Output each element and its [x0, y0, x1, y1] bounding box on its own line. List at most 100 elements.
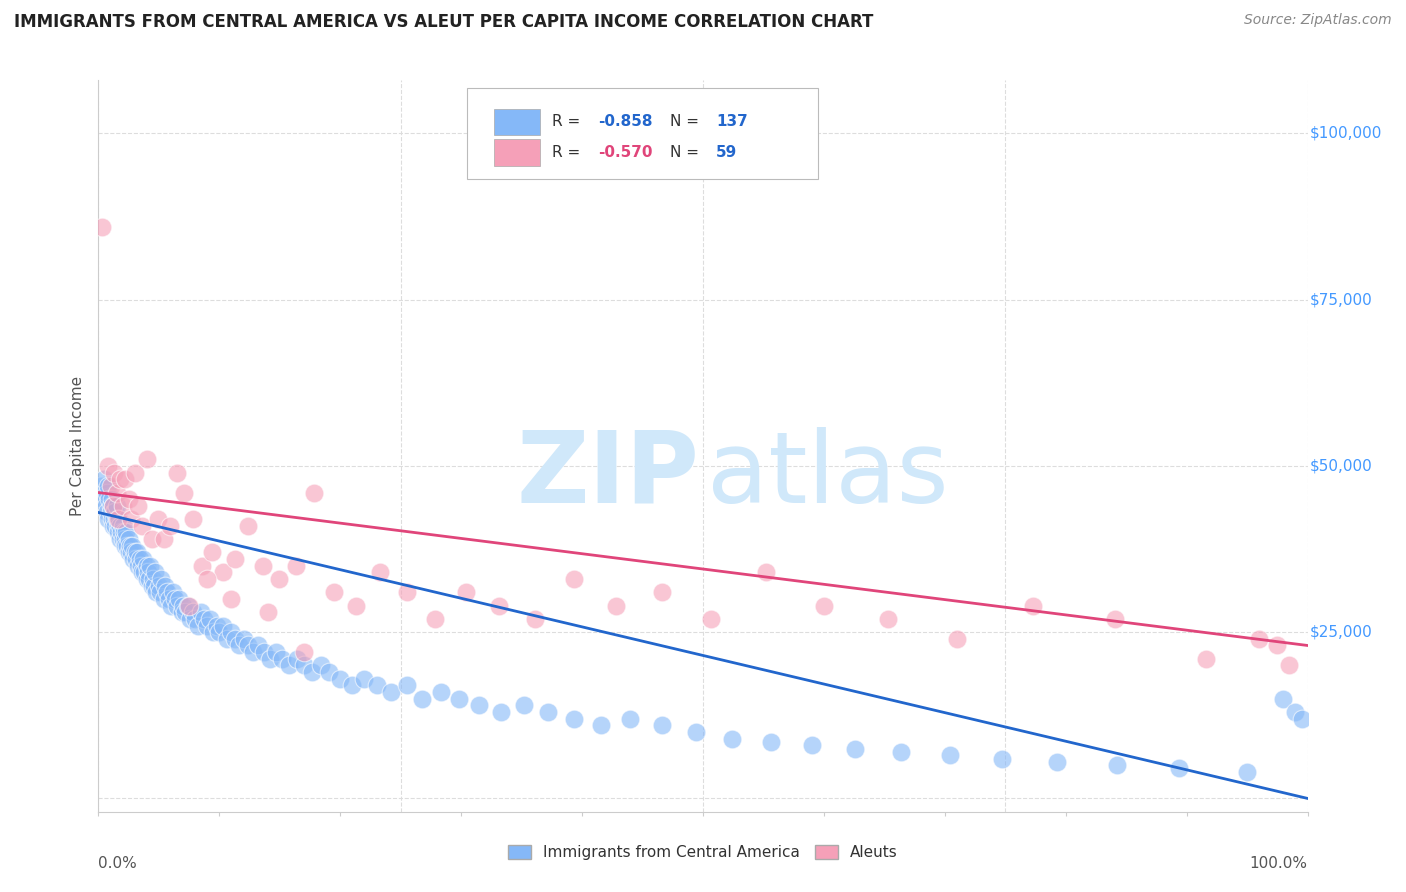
Point: [221, 591, 243, 606]
Point: [179, 612, 201, 626]
Point: [169, 591, 191, 606]
Point: [329, 672, 352, 686]
Point: [938, 748, 960, 763]
Point: [163, 591, 186, 606]
Point: [115, 525, 138, 540]
Point: [128, 552, 150, 566]
Point: [285, 652, 308, 666]
Point: [101, 518, 124, 533]
Text: $25,000: $25,000: [1310, 624, 1372, 640]
Point: [990, 751, 1012, 765]
Point: [271, 652, 294, 666]
Point: [132, 552, 155, 566]
Point: [105, 485, 128, 500]
Point: [100, 506, 122, 520]
Point: [253, 645, 276, 659]
Legend: Immigrants from Central America, Aleuts: Immigrants from Central America, Aleuts: [502, 838, 904, 866]
Point: [124, 545, 146, 559]
FancyBboxPatch shape: [494, 139, 540, 166]
Point: [118, 532, 141, 546]
Point: [238, 518, 260, 533]
Point: [368, 566, 391, 580]
Point: [172, 599, 194, 613]
Point: [191, 558, 214, 573]
Point: [198, 612, 221, 626]
Point: [124, 466, 146, 480]
Point: [215, 632, 238, 646]
Point: [108, 518, 131, 533]
Point: [700, 612, 723, 626]
Point: [125, 552, 148, 566]
Point: [166, 466, 188, 480]
Point: [468, 698, 491, 713]
Point: [100, 499, 122, 513]
Point: [224, 632, 246, 646]
Point: [562, 712, 585, 726]
Point: [513, 698, 536, 713]
Point: [591, 718, 613, 732]
Point: [100, 512, 122, 526]
Point: [94, 499, 117, 513]
Point: [148, 579, 170, 593]
Point: [91, 492, 114, 507]
Point: [110, 525, 132, 540]
Point: [111, 518, 134, 533]
Point: [150, 572, 173, 586]
Point: [120, 512, 142, 526]
Point: [537, 705, 560, 719]
Text: N =: N =: [671, 145, 704, 160]
Point: [114, 539, 136, 553]
Point: [166, 599, 188, 613]
Point: [259, 652, 281, 666]
Text: -0.570: -0.570: [598, 145, 652, 160]
Point: [423, 612, 446, 626]
Point: [247, 639, 270, 653]
Point: [721, 731, 744, 746]
Point: [232, 632, 254, 646]
Point: [145, 585, 167, 599]
Point: [278, 658, 301, 673]
Point: [136, 566, 159, 580]
Point: [141, 579, 163, 593]
Point: [118, 539, 141, 553]
Point: [103, 512, 125, 526]
Point: [1236, 764, 1258, 779]
Point: [90, 479, 112, 493]
Point: [195, 618, 218, 632]
Point: [181, 512, 204, 526]
Point: [242, 645, 264, 659]
Point: [184, 612, 207, 626]
Text: ZIP: ZIP: [516, 426, 699, 524]
Point: [97, 512, 120, 526]
Point: [103, 466, 125, 480]
Point: [759, 735, 782, 749]
Point: [685, 725, 707, 739]
Point: [174, 605, 197, 619]
Text: R =: R =: [551, 145, 585, 160]
Point: [1104, 612, 1126, 626]
Point: [1278, 658, 1301, 673]
Point: [605, 599, 627, 613]
Point: [252, 558, 274, 573]
Point: [131, 566, 153, 580]
Point: [238, 639, 260, 653]
Point: [156, 585, 179, 599]
Text: $50,000: $50,000: [1310, 458, 1372, 474]
Point: [173, 485, 195, 500]
Point: [454, 585, 477, 599]
Point: [117, 539, 139, 553]
Point: [890, 745, 912, 759]
Point: [1265, 639, 1288, 653]
Point: [1022, 599, 1045, 613]
Point: [267, 572, 290, 586]
Point: [96, 485, 118, 500]
Point: [100, 492, 122, 507]
Text: IMMIGRANTS FROM CENTRAL AMERICA VS ALEUT PER CAPITA INCOME CORRELATION CHART: IMMIGRANTS FROM CENTRAL AMERICA VS ALEUT…: [14, 13, 873, 31]
Point: [651, 718, 673, 732]
Point: [212, 566, 235, 580]
Point: [129, 558, 152, 573]
Point: [127, 545, 149, 559]
Point: [946, 632, 969, 646]
Point: [96, 506, 118, 520]
Point: [105, 512, 128, 526]
